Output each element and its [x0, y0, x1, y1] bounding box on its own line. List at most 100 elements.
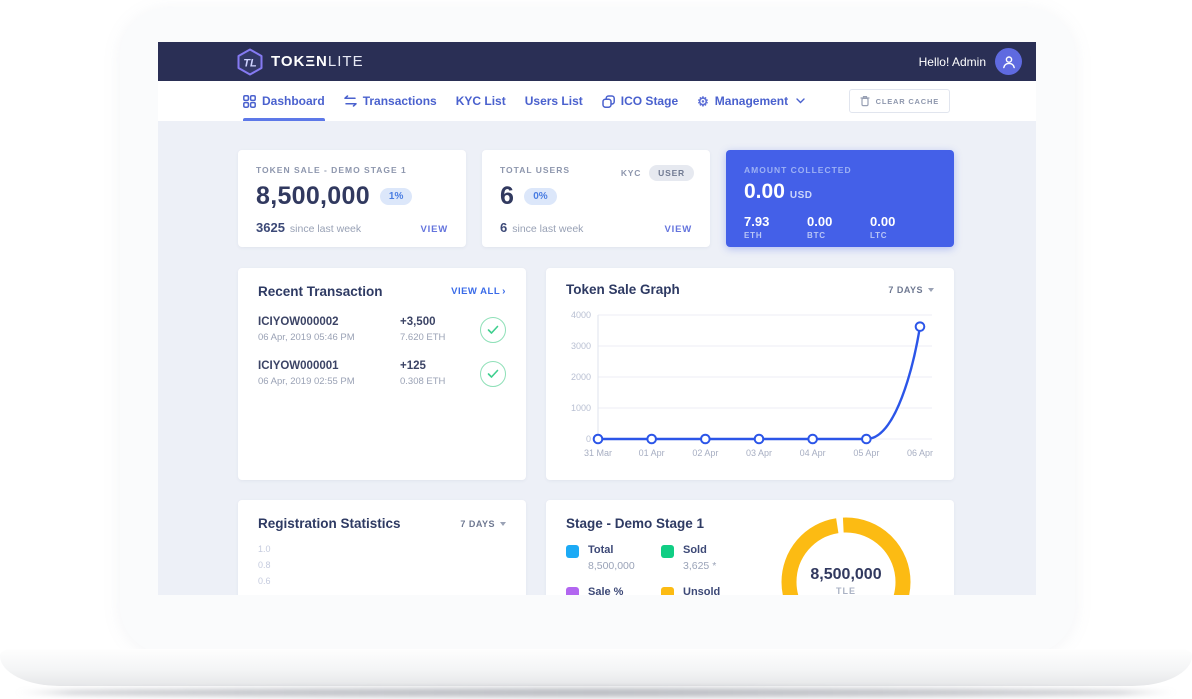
content-area: TOKEN SALE - DEMO STAGE 1 8,500,000 1% 3…: [158, 121, 1036, 595]
percent-badge: 1%: [379, 188, 413, 205]
person-icon: [1002, 55, 1015, 68]
chevron-down-icon: [500, 521, 506, 526]
nav-tab-users-list[interactable]: Users List: [525, 81, 583, 121]
view-link[interactable]: VIEW: [664, 224, 692, 235]
clear-cache-button[interactable]: CLEAR CACHE: [848, 89, 950, 113]
trash-icon: [860, 95, 870, 107]
transaction-row[interactable]: ICIYOW000001 06 Apr, 2019 02:55 PM +125 …: [258, 360, 506, 387]
swap-arrows-icon: [343, 95, 357, 107]
card-title: Stage - Demo Stage 1: [566, 516, 705, 531]
view-link[interactable]: VIEW: [420, 224, 448, 235]
nav-tab-dashboard[interactable]: Dashboard: [243, 81, 325, 121]
period-dropdown[interactable]: 7 DAYS: [888, 285, 934, 295]
main-nav: Dashboard Transactions KYC List Users: [158, 81, 1036, 121]
gauge-legend: Total 8,500,000 Sold 3,625 *: [566, 544, 934, 595]
kyc-toggle[interactable]: KYC: [620, 168, 642, 178]
svg-text:3000: 3000: [571, 341, 591, 351]
laptop-shadow: [14, 688, 1178, 697]
legend-sold: Sold 3,625 *: [661, 544, 756, 572]
view-all-link[interactable]: VIEW ALL ›: [451, 286, 506, 297]
nav-label: KYC List: [455, 94, 506, 108]
card-label: TOKEN SALE - DEMO STAGE 1: [256, 165, 407, 175]
chevron-down-icon: [796, 98, 805, 104]
chevron-down-icon: [928, 287, 934, 292]
svg-text:4000: 4000: [571, 310, 591, 320]
tx-id: ICIYOW000002: [258, 316, 339, 328]
brand-hexagon-icon: TL: [237, 48, 263, 76]
nav-label: Transactions: [362, 94, 437, 108]
user-avatar[interactable]: [995, 48, 1022, 75]
svg-text:06 Apr: 06 Apr: [907, 448, 933, 458]
svg-text:05 Apr: 05 Apr: [853, 448, 879, 458]
recent-transactions-card: Recent Transaction VIEW ALL › ICIYOW00000…: [238, 268, 526, 480]
svg-text:01 Apr: 01 Apr: [639, 448, 665, 458]
delta-note: since last week: [289, 223, 362, 235]
nav-label: Users List: [524, 94, 583, 108]
nav-tab-ico-stage[interactable]: ICO Stage: [602, 81, 678, 121]
chevron-right-icon: ›: [502, 286, 506, 297]
grid-icon: [243, 94, 256, 108]
registration-statistics-card: Registration Statistics 7 DAYS 1.0 0.8 0.6: [238, 500, 526, 595]
percent-badge: 0%: [524, 188, 557, 205]
nav-tab-transactions[interactable]: Transactions: [343, 81, 437, 121]
nav-label: Management: [714, 94, 789, 108]
svg-text:04 Apr: 04 Apr: [800, 448, 826, 458]
stage-gauge-chart: 8,500,000 TLE: [771, 508, 921, 595]
legend-sale-percent: Sale %: [566, 586, 661, 595]
tx-amount: +3,500: [400, 316, 436, 328]
legend-swatch-sold: [661, 545, 674, 558]
svg-text:02 Apr: 02 Apr: [692, 448, 718, 458]
card-title: Recent Transaction: [258, 284, 383, 299]
tx-date: 06 Apr, 2019 05:46 PM: [258, 332, 355, 343]
total-users-value: 6: [500, 182, 515, 210]
coin-eth: 7.93 ETH: [744, 214, 770, 240]
gauge-center-unit: TLE: [836, 586, 856, 595]
confirmed-check-icon: [480, 360, 506, 387]
reg-chart-axis: 1.0 0.8 0.6: [258, 544, 506, 592]
amount-usd-value: 0.00: [744, 180, 785, 203]
token-sale-line-chart: 0 1000 2000 3000 4000 31 Mar 01 Apr 02 Apr 03 Ap…: [566, 305, 934, 463]
laptop-base: [0, 649, 1192, 686]
svg-text:TL: TL: [243, 57, 257, 69]
svg-text:31 Mar: 31 Mar: [584, 448, 612, 458]
svg-text:0: 0: [586, 434, 591, 444]
stage-gauge-card: Stage - Demo Stage 1 Total 8,500,000 Sol…: [546, 500, 954, 595]
nav-tab-kyc-list[interactable]: KYC List: [456, 81, 506, 121]
brand-logo[interactable]: TL TOKΞNLITE: [237, 48, 364, 76]
tx-date: 06 Apr, 2019 02:55 PM: [258, 376, 355, 387]
svg-text:1000: 1000: [571, 403, 591, 413]
confirmed-check-icon: [480, 316, 506, 343]
greeting-text: Hello! Admin: [918, 54, 986, 69]
coins-icon: [602, 94, 615, 108]
tx-crypto: 7.620 ETH: [400, 332, 446, 343]
clear-cache-label: CLEAR CACHE: [875, 96, 939, 106]
reg-ytick-label: 0.6: [258, 576, 271, 586]
period-dropdown[interactable]: 7 DAYS: [460, 519, 506, 529]
delta-value: 6: [500, 220, 508, 235]
delta-value: 3625: [256, 220, 285, 235]
nav-label: Dashboard: [262, 94, 325, 108]
card-title: Registration Statistics: [258, 516, 401, 531]
delta-note: since last week: [512, 223, 584, 235]
transaction-row[interactable]: ICIYOW000002 06 Apr, 2019 05:46 PM +3,50…: [258, 316, 506, 343]
card-title: Token Sale Graph: [566, 282, 680, 297]
coin-ltc: 0.00 LTC: [870, 214, 896, 240]
brand-name: TOKΞNLITE: [271, 53, 364, 70]
card-label: TOTAL USERS: [500, 165, 571, 175]
legend-swatch-unsold: [661, 587, 674, 595]
tx-id: ICIYOW000001: [258, 360, 339, 372]
legend-swatch-total: [566, 545, 579, 558]
token-sale-card: TOKEN SALE - DEMO STAGE 1 8,500,000 1% 3…: [238, 150, 466, 247]
dashboard-screen: TL TOKΞNLITE Hello! Admin: [158, 42, 1036, 595]
total-users-card: TOTAL USERS KYC USER 6 0% 6 since last w…: [482, 150, 710, 247]
user-toggle[interactable]: USER: [649, 165, 694, 181]
reg-ytick-label: 1.0: [258, 544, 271, 554]
top-header: TL TOKΞNLITE Hello! Admin: [158, 42, 1036, 81]
legend-unsold: Unsold: [661, 586, 756, 595]
svg-text:03 Apr: 03 Apr: [746, 448, 772, 458]
amount-collected-card: AMOUNT COLLECTED 0.00 USD 7.93 ETH 0.00 …: [726, 150, 954, 247]
nav-tab-management[interactable]: ⚙ Management: [697, 81, 805, 121]
legend-total: Total 8,500,000: [566, 544, 661, 572]
reg-ytick-label: 0.8: [258, 560, 271, 570]
